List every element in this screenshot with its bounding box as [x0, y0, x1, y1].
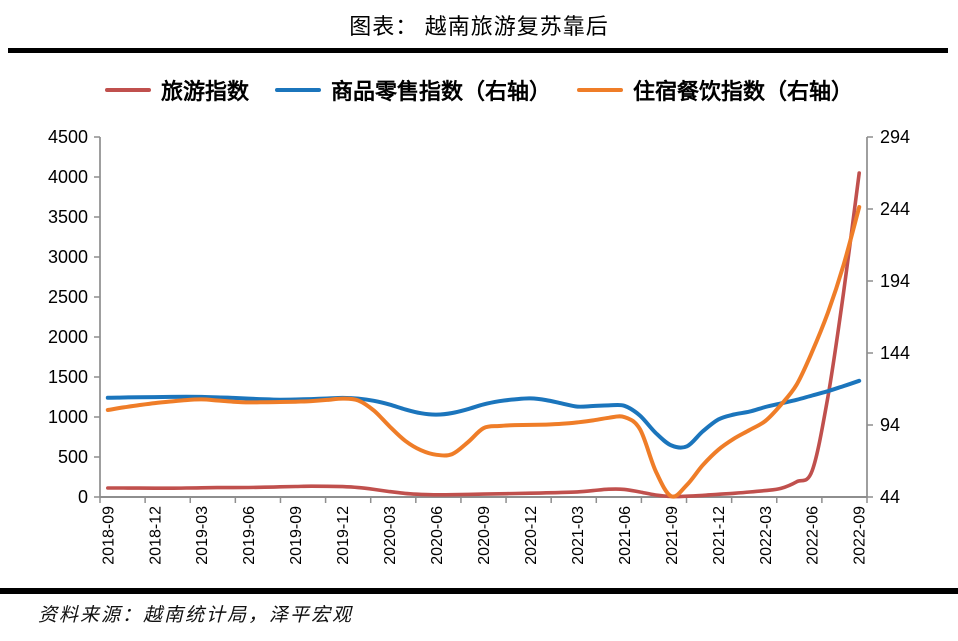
x-axis-label: 2018-12: [147, 506, 164, 565]
x-axis-label: 2022-03: [758, 506, 775, 565]
left-axis-label: 1500: [48, 367, 88, 387]
left-axis-label: 3000: [48, 247, 88, 267]
x-axis-label: 2021-06: [617, 506, 634, 565]
x-axis-label: 2020-06: [429, 506, 446, 565]
left-axis-label: 3500: [48, 207, 88, 227]
plot-area: 0 500 1000 1500 2000 2500 3000 3500 4000 4500 44 94…: [0, 118, 958, 588]
series-line-tourism-index: [106, 171, 861, 499]
right-axis-label: 244: [880, 199, 910, 219]
series-line-accommodation-catering-index: [105, 205, 862, 499]
x-axis-label: 2021-03: [570, 506, 587, 565]
legend-item-retail-index: 商品零售指数（右轴）: [274, 74, 551, 106]
legend-item-accommodation-catering-index: 住宿餐饮指数（右轴）: [577, 74, 853, 106]
top-divider: [8, 48, 948, 53]
left-axis-label: 4500: [48, 127, 88, 147]
right-axis-label: 194: [880, 271, 910, 291]
right-axis-label: 294: [880, 127, 910, 147]
legend-swatch-tourism-index: [104, 88, 151, 92]
x-axis-label: 2022-06: [805, 506, 822, 565]
line-chart: 0 500 1000 1500 2000 2500 3000 3500 4000 4500 44 94…: [48, 127, 910, 565]
chart-title: 图表： 越南旅游复苏靠后: [349, 14, 609, 39]
legend-item-tourism-index: 旅游指数: [104, 74, 249, 106]
x-axis-label: 2021-12: [711, 506, 728, 565]
right-axis-label: 44: [880, 487, 900, 507]
legend-label-retail-index: 商品零售指数（右轴）: [330, 79, 551, 104]
x-axis-label: 2020-03: [382, 506, 399, 565]
bottom-divider: [0, 588, 958, 594]
x-axis-label: 2022-09: [852, 506, 869, 565]
left-axis-label: 4000: [48, 167, 88, 187]
x-axis-label: 2019-06: [241, 506, 258, 565]
chart-legend: 旅游指数 商品零售指数（右轴） 住宿餐饮指数（右轴）: [0, 74, 958, 106]
series-line-retail-index: [105, 378, 862, 450]
left-axis-label: 500: [58, 447, 88, 467]
x-axis-label: 2019-12: [335, 506, 352, 565]
left-axis-label: 2000: [48, 327, 88, 347]
left-axis-label: 1000: [48, 407, 88, 427]
x-axis-label: 2019-09: [288, 506, 305, 565]
x-axis-label: 2020-12: [523, 506, 540, 565]
legend-label-accommodation-catering-index: 住宿餐饮指数（右轴）: [633, 79, 854, 104]
source-note: 资料来源：越南统计局，泽平宏观: [38, 605, 354, 626]
legend-swatch-retail-index: [274, 88, 321, 92]
legend-label-tourism-index: 旅游指数: [160, 79, 249, 104]
x-axis-label: 2021-09: [664, 506, 681, 565]
left-axis-label: 0: [78, 487, 88, 507]
left-axis-label: 2500: [48, 287, 88, 307]
x-axis-label: 2019-03: [194, 506, 211, 565]
legend-swatch-accommodation-catering-index: [577, 88, 623, 92]
right-axis-label: 94: [880, 415, 900, 435]
right-axis-label: 144: [880, 343, 910, 363]
x-axis-label: 2020-09: [476, 506, 493, 565]
x-axis-label: 2018-09: [100, 506, 117, 565]
